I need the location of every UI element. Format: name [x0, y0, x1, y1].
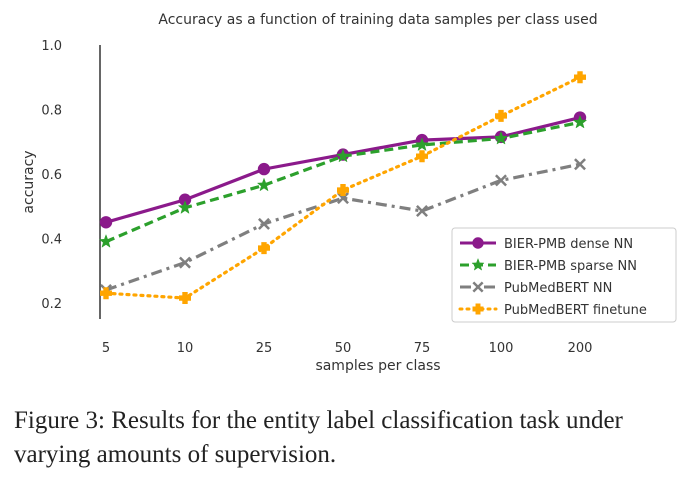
y-axis-label: accuracy — [21, 150, 37, 213]
marker-star — [471, 257, 485, 271]
legend-label: BIER-PMB sparse NN — [504, 259, 637, 274]
legend-entry: PubMedBERT NN — [460, 281, 612, 296]
marker-plus — [337, 184, 349, 197]
series-2 — [100, 158, 586, 296]
marker-circle — [472, 237, 484, 249]
legend-entry: BIER-PMB dense NN — [460, 237, 633, 252]
x-tick-label: 75 — [414, 341, 431, 356]
x-tick-label: 200 — [568, 341, 593, 356]
marker-circle — [257, 162, 271, 176]
marker-x — [416, 205, 428, 217]
x-tick-label: 10 — [177, 341, 194, 356]
marker-plus — [100, 287, 113, 300]
legend-entry: PubMedBERT finetune — [458, 303, 647, 318]
y-tick-label: 0.4 — [41, 232, 62, 247]
y-tick-label: 0.2 — [41, 297, 62, 312]
y-tick-labels: 0.2 0.4 0.6 0.8 1.0 — [41, 39, 62, 312]
marker-plus — [179, 292, 191, 305]
marker-star — [335, 148, 351, 163]
marker-x — [337, 192, 349, 205]
marker-star — [98, 234, 114, 248]
marker-plus — [472, 303, 484, 315]
marker-plus — [495, 109, 507, 122]
chart-title: Accuracy as a function of training data … — [158, 12, 597, 28]
y-tick-label: 0.8 — [41, 103, 62, 118]
legend-box — [451, 227, 677, 323]
legend-entry: BIER-PMB sparse NN — [460, 257, 637, 274]
marker-x — [258, 217, 270, 230]
marker-x — [179, 256, 191, 269]
marker-circle — [99, 216, 113, 229]
legend-label: PubMedBERT finetune — [504, 303, 647, 318]
x-tick-label: 50 — [335, 341, 352, 356]
marker-plus — [258, 242, 270, 255]
marker-star — [493, 130, 509, 145]
x-tick-label: 5 — [102, 341, 110, 356]
x-tick-label: 25 — [256, 341, 273, 356]
line-chart: Accuracy as a function of training data … — [21, 12, 677, 374]
y-tick-label: 0.6 — [41, 168, 62, 183]
marker-star — [256, 177, 272, 192]
x-tick-label: 100 — [489, 341, 514, 356]
series-line — [105, 120, 581, 244]
marker-x — [495, 174, 507, 187]
legend: BIER-PMB dense NN BIER-PMB sparse NN PubMe… — [451, 227, 677, 323]
marker-x — [472, 281, 484, 293]
x-tick-labels: 5 10 25 50 75 100 200 — [102, 341, 593, 356]
marker-star — [177, 200, 193, 214]
marker-x — [574, 158, 586, 171]
y-tick-label: 1.0 — [41, 39, 62, 54]
marker-plus — [574, 71, 586, 84]
series-line — [105, 115, 581, 224]
marker-star — [414, 137, 430, 152]
marker-plus — [416, 150, 428, 163]
series-3 — [100, 71, 586, 305]
series-1 — [98, 114, 588, 248]
legend-label: PubMedBERT NN — [504, 281, 612, 296]
x-axis-label: samples per class — [315, 358, 440, 374]
figure-caption: Figure 3: Results for the entity label c… — [14, 407, 623, 468]
series-layer — [98, 71, 588, 305]
legend-label: BIER-PMB dense NN — [504, 237, 633, 252]
marker-star — [572, 114, 588, 129]
series-0 — [99, 111, 587, 229]
